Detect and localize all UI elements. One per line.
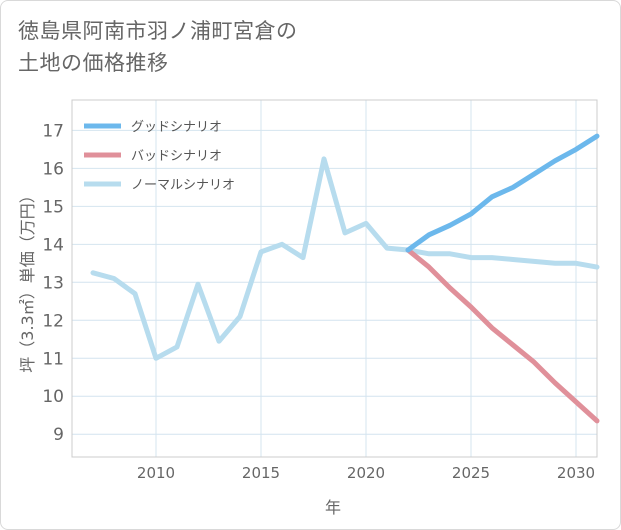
chart-title: 徳島県阿南市羽ノ浦町宮倉の 土地の価格推移 (18, 19, 298, 75)
x-tick-label: 2015 (242, 464, 280, 482)
x-tick-label: 2025 (452, 464, 490, 482)
y-tick-label: 14 (42, 235, 64, 255)
tick-labels: 9 10 11 12 13 14 15 16 17 2010 2015 2020 2025 2030 (42, 121, 595, 482)
y-tick-label: 13 (42, 273, 64, 293)
y-tick-label: 10 (42, 387, 64, 407)
y-tick-label: 12 (42, 311, 64, 331)
series-lines (90, 133, 600, 424)
x-axis-label: 年 (325, 498, 341, 517)
y-tick-label: 15 (42, 197, 64, 217)
x-tick-label: 2030 (557, 464, 595, 482)
legend-label: グッドシナリオ (131, 120, 222, 135)
y-tick-label: 11 (42, 349, 64, 369)
y-axis-label: 坪（3.3㎡）単価（万円） (18, 187, 37, 372)
y-tick-label: 17 (42, 121, 64, 141)
plot-border (71, 99, 598, 458)
series-line-0 (405, 133, 600, 253)
legend-label: バッドシナリオ (131, 149, 222, 164)
series-line-2 (90, 156, 600, 361)
x-tick-label: 2020 (347, 464, 385, 482)
y-tick-label: 9 (53, 425, 64, 445)
legend-label: ノーマルシナリオ (131, 178, 235, 193)
series-line-1 (405, 247, 600, 424)
y-tick-label: 16 (42, 159, 64, 179)
x-tick-label: 2010 (137, 464, 175, 482)
